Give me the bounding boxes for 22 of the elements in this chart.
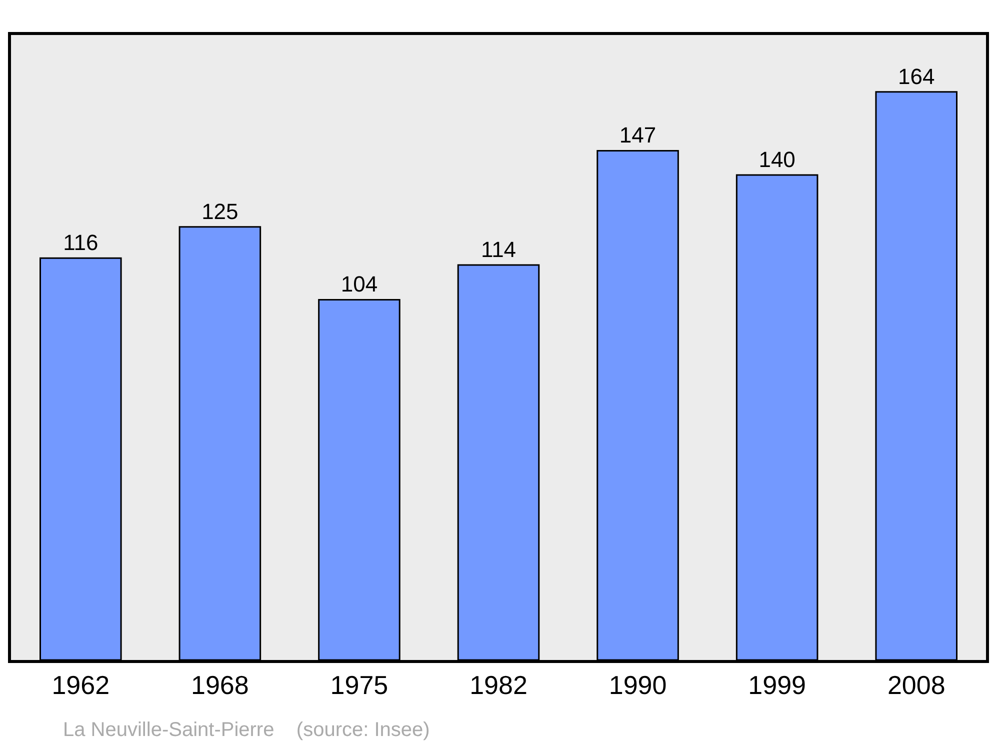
data-label: 147	[619, 122, 656, 148]
bar	[178, 226, 262, 660]
data-label: 125	[202, 198, 238, 224]
x-tick-label: 1968	[191, 670, 249, 700]
bar	[875, 91, 958, 660]
data-label: 104	[340, 272, 378, 297]
x-tick-label: 1962	[52, 670, 110, 700]
data-label: 116	[63, 230, 98, 256]
x-tick-label: 1975	[330, 670, 388, 700]
data-label: 140	[758, 146, 796, 172]
data-label: 114	[480, 237, 516, 262]
x-tick-label: 1990	[608, 670, 667, 700]
x-tick-label: 2008	[887, 670, 946, 700]
bar	[457, 264, 540, 660]
text: La Neuville-Saint-Pierre (source: Insee)	[63, 719, 430, 741]
bar	[318, 298, 400, 660]
data-label: 164	[898, 64, 935, 89]
bar	[40, 257, 122, 660]
x-tick-label: 1982	[470, 670, 528, 700]
bar	[736, 174, 818, 660]
bar	[596, 150, 679, 660]
x-tick-label: 1999	[748, 670, 806, 700]
